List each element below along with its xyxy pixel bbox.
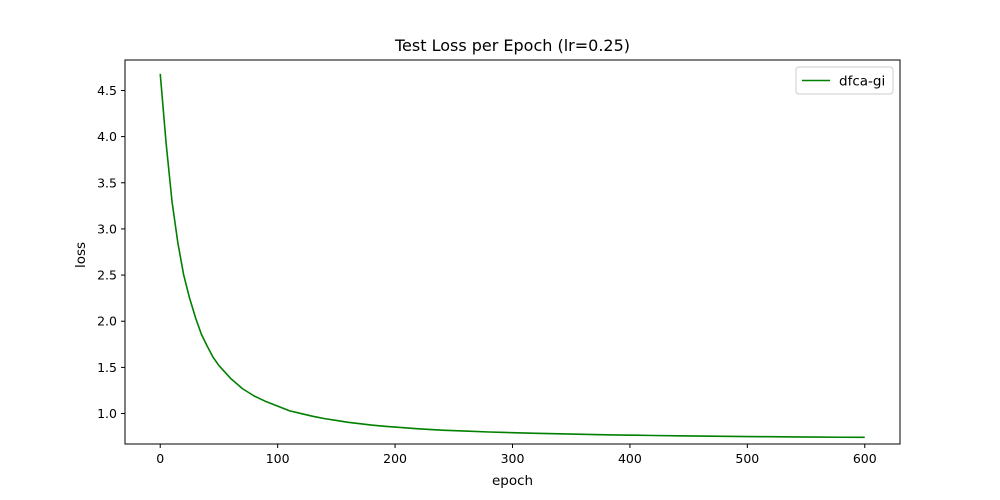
y-axis-label: loss <box>73 242 89 268</box>
x-tick-label: 300 <box>501 451 525 466</box>
x-tick-label: 100 <box>266 451 290 466</box>
x-tick-label: 200 <box>383 451 407 466</box>
plot-area <box>124 59 901 445</box>
y-tick-label: 1.0 <box>97 406 117 421</box>
x-tick-label: 500 <box>735 451 759 466</box>
y-tick-label: 4.5 <box>97 83 117 98</box>
series-line-dfca-gi <box>159 73 865 439</box>
y-tick-label: 4.0 <box>97 129 117 144</box>
legend-entry-label: dfca-gi <box>839 74 885 90</box>
x-axis-label: epoch <box>492 473 533 489</box>
x-tick-label: 600 <box>853 451 877 466</box>
y-tick-label: 2.5 <box>97 268 117 283</box>
x-tick-label: 400 <box>618 451 642 466</box>
legend: dfca-gi <box>795 66 894 95</box>
y-tick-label: 3.0 <box>97 221 117 236</box>
y-tick-label: 3.5 <box>97 175 117 190</box>
y-tick-label: 2.0 <box>97 314 117 329</box>
y-tick-label: 1.5 <box>97 360 117 375</box>
y-axis: 1.0 1.5 2.0 2.5 3.0 3.5 4.0 4.5 <box>97 83 125 421</box>
chart-title: Test Loss per Epoch (lr=0.25) <box>394 36 630 55</box>
plot-frame <box>124 59 901 445</box>
x-tick-label: 0 <box>156 451 164 466</box>
x-axis: 0 100 200 300 400 500 600 <box>156 444 877 466</box>
legend-box <box>795 66 894 95</box>
